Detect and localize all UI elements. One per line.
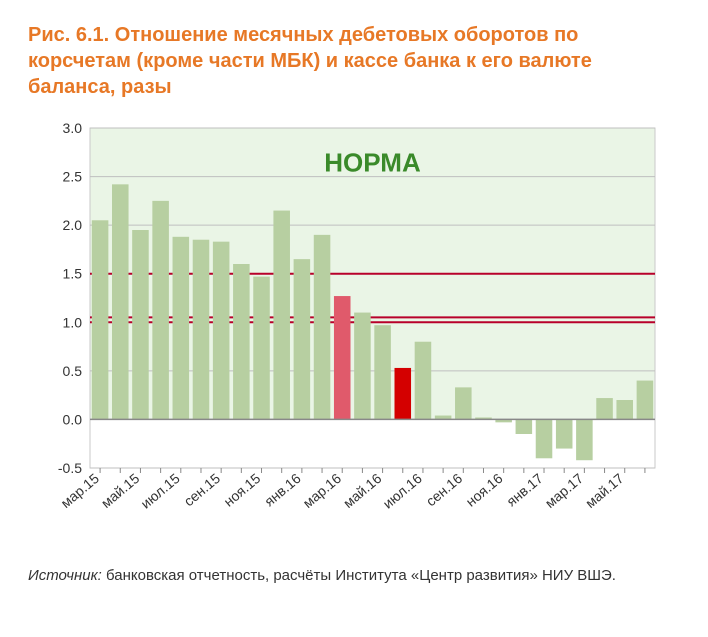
svg-text:сен.15: сен.15 (181, 470, 224, 509)
source-line: Источник: банковская отчетность, расчёты… (28, 566, 680, 586)
svg-text:май.15: май.15 (98, 470, 143, 511)
chart-svg: -0.50.00.51.01.52.02.53.0мар.15май.15июл… (28, 118, 678, 558)
svg-text:июл.16: июл.16 (380, 470, 425, 512)
svg-text:НОРМА: НОРМА (324, 148, 421, 178)
svg-text:май.17: май.17 (582, 470, 627, 511)
source-label: Источник: (28, 567, 102, 584)
chart-title: Рис. 6.1. Отношение месячных дебетовых о… (28, 22, 680, 100)
svg-text:мар.15: мар.15 (58, 470, 103, 511)
svg-text:0.0: 0.0 (63, 411, 83, 427)
svg-text:2.0: 2.0 (63, 217, 83, 233)
svg-text:янв.16: янв.16 (261, 470, 304, 510)
svg-text:3.0: 3.0 (63, 120, 83, 136)
svg-text:0.5: 0.5 (63, 363, 83, 379)
svg-text:ноя.15: ноя.15 (221, 470, 264, 510)
svg-text:июл.15: июл.15 (137, 470, 182, 512)
svg-text:май.16: май.16 (340, 470, 385, 511)
svg-text:-0.5: -0.5 (58, 460, 82, 476)
svg-text:сен.16: сен.16 (423, 470, 466, 509)
svg-text:ноя.16: ноя.16 (463, 470, 506, 510)
source-text: банковская отчетность, расчёты Института… (102, 567, 616, 584)
bar-chart: -0.50.00.51.01.52.02.53.0мар.15май.15июл… (28, 118, 678, 558)
svg-text:мар.16: мар.16 (300, 470, 345, 511)
svg-text:1.0: 1.0 (63, 314, 83, 330)
svg-text:2.5: 2.5 (63, 169, 83, 185)
svg-text:1.5: 1.5 (63, 266, 83, 282)
svg-text:мар.17: мар.17 (542, 470, 587, 511)
svg-text:янв.17: янв.17 (503, 470, 546, 510)
